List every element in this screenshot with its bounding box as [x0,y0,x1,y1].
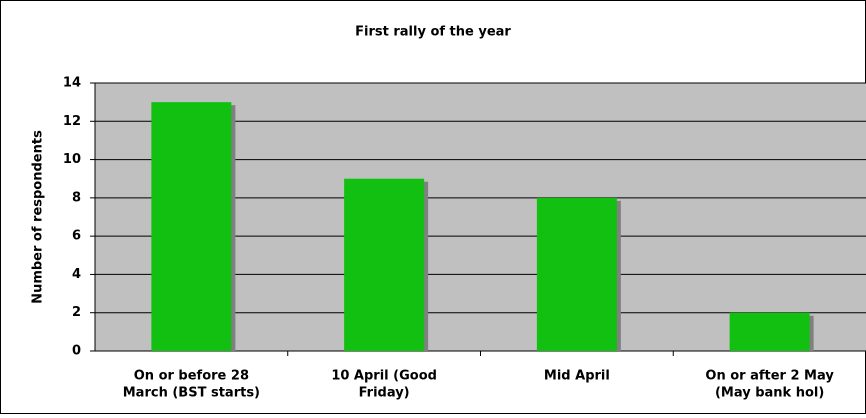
bar [729,312,810,351]
bar [151,102,232,352]
y-tick-label: 8 [72,190,81,205]
x-tick-label: Mid April [544,369,610,384]
x-tick-label: Friday) [359,386,410,401]
chart-title: First rally of the year [355,25,511,40]
x-tick-label: On or before 28 [134,369,249,384]
x-tick-label: On or after 2 May [705,369,834,384]
y-axis-label: Number of respondents [31,130,46,304]
x-tick-label: (May bank hol) [715,386,824,401]
y-tick-label: 0 [72,344,81,359]
y-tick-label: 4 [72,267,81,282]
bar [536,197,617,351]
x-tick-label: 10 April (Good [331,369,437,384]
y-tick-label: 14 [63,76,81,91]
y-tick-label: 2 [72,305,81,320]
y-tick-label: 6 [72,229,81,244]
bar [344,178,425,351]
x-tick-label: March (BST starts) [123,386,260,401]
y-tick-label: 10 [63,152,81,167]
y-tick-label: 12 [63,114,81,129]
